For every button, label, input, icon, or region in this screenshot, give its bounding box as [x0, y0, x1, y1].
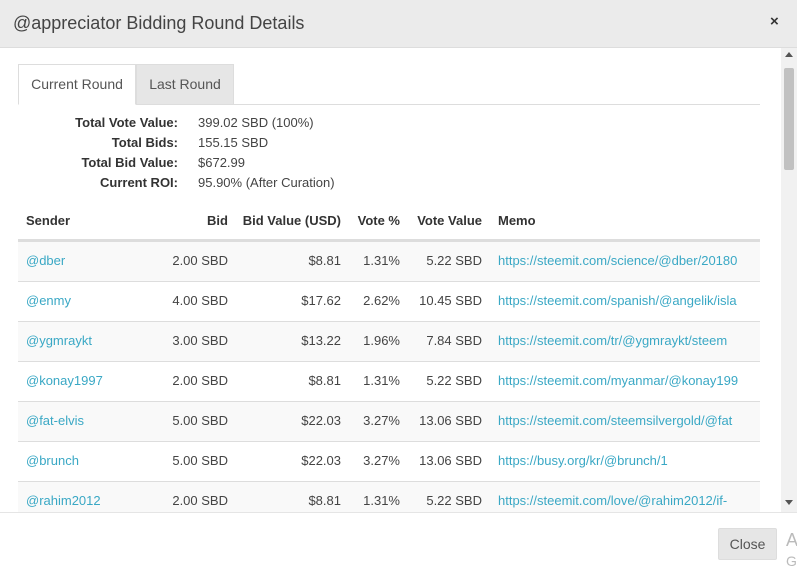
modal-title: @appreciator Bidding Round Details: [13, 13, 305, 33]
scroll-up-icon[interactable]: [785, 52, 793, 57]
vote-value-cell: 13.06 SBD: [419, 413, 482, 428]
bid-cell: 2.00 SBD: [172, 253, 228, 268]
sender-link[interactable]: @enmy: [26, 293, 71, 308]
close-icon[interactable]: ×: [770, 13, 779, 30]
summary-row: Total Bids: 155.15 SBD: [0, 135, 400, 155]
summary-value: 95.90% (After Curation): [198, 175, 335, 190]
table-row: @dber 2.00 SBD $8.81 1.31% 5.22 SBD https://s…: [18, 241, 760, 281]
vote-value-cell: 10.45 SBD: [419, 293, 482, 308]
sender-link[interactable]: @brunch: [26, 453, 79, 468]
summary-value: 155.15 SBD: [198, 135, 269, 150]
tab-current-round[interactable]: Current Round: [18, 64, 136, 105]
sender-link[interactable]: @ygmraykt: [26, 333, 92, 348]
bid-value-cell: $8.81: [308, 253, 341, 268]
memo-link[interactable]: https://busy.org/kr/@brunch/1: [498, 453, 668, 468]
edge-text-fragment: A: [786, 530, 797, 550]
bid-cell: 3.00 SBD: [172, 333, 228, 348]
vote-value-cell: 7.84 SBD: [426, 333, 482, 348]
close-button[interactable]: Close: [718, 528, 777, 560]
table-row: @konay1997 2.00 SBD $8.81 1.31% 5.22 SBD http…: [18, 361, 760, 401]
vote-value-cell: 5.22 SBD: [426, 253, 482, 268]
summary-value: $672.99: [198, 155, 245, 170]
vote-pct-cell: 1.31%: [363, 253, 400, 268]
bid-cell: 5.00 SBD: [172, 453, 228, 468]
vote-pct-cell: 1.96%: [363, 333, 400, 348]
scrollbar-thumb[interactable]: [784, 68, 794, 170]
modal-body: Current Round Last Round Total Vote Valu…: [0, 48, 781, 512]
column-header-memo: Memo: [498, 213, 536, 228]
vote-pct-cell: 1.31%: [363, 373, 400, 388]
table-row: @ygmraykt 3.00 SBD $13.22 1.96% 7.84 SBD http…: [18, 321, 760, 361]
sender-link[interactable]: @dber: [26, 253, 66, 268]
modal-header: @appreciator Bidding Round Details ×: [0, 0, 797, 48]
column-header-vote-value: Vote Value: [417, 213, 482, 228]
table-header: Sender Bid Bid Value (USD) Vote % Vote V…: [18, 201, 760, 241]
bid-value-cell: $22.03: [301, 413, 341, 428]
table-row: @brunch 5.00 SBD $22.03 3.27% 13.06 SBD https…: [18, 441, 760, 481]
table-row: @fat-elvis 5.00 SBD $22.03 3.27% 13.06 SBD ht…: [18, 401, 760, 441]
memo-link[interactable]: https://steemit.com/spanish/@angelik/isl…: [498, 293, 737, 308]
summary-row: Total Vote Value: 399.02 SBD (100%): [0, 115, 400, 135]
summary-value: 399.02 SBD (100%): [198, 115, 314, 130]
column-header-vote-pct: Vote %: [357, 213, 400, 228]
summary-label: Total Vote Value:: [75, 115, 178, 130]
table-row: @rahim2012 2.00 SBD $8.81 1.31% 5.22 SBD http…: [18, 481, 760, 512]
vote-value-cell: 13.06 SBD: [419, 453, 482, 468]
memo-link[interactable]: https://steemit.com/science/@dber/20180: [498, 253, 738, 268]
vote-value-cell: 5.22 SBD: [426, 493, 482, 508]
sender-link[interactable]: @rahim2012: [26, 493, 101, 508]
vote-pct-cell: 3.27%: [363, 453, 400, 468]
vertical-scrollbar[interactable]: [781, 48, 797, 512]
vote-pct-cell: 2.62%: [363, 293, 400, 308]
modal-footer: Close A G: [0, 512, 797, 575]
bid-cell: 2.00 SBD: [172, 493, 228, 508]
sender-link[interactable]: @konay1997: [26, 373, 103, 388]
summary-row: Total Bid Value: $672.99: [0, 155, 400, 175]
memo-link[interactable]: https://steemit.com/myanmar/@konay199: [498, 373, 739, 388]
column-header-sender: Sender: [26, 213, 71, 228]
bid-cell: 4.00 SBD: [172, 293, 228, 308]
summary-row: Current ROI: 95.90% (After Curation): [0, 175, 400, 195]
round-tabs: Current Round Last Round: [18, 64, 760, 105]
column-header-bid-value: Bid Value (USD): [242, 213, 341, 228]
bid-cell: 2.00 SBD: [172, 373, 228, 388]
bid-value-cell: $8.81: [308, 493, 341, 508]
bid-value-cell: $22.03: [301, 453, 341, 468]
table-row: @enmy 4.00 SBD $17.62 2.62% 10.45 SBD https:/…: [18, 281, 760, 321]
vote-pct-cell: 1.31%: [363, 493, 400, 508]
bid-value-cell: $8.81: [308, 373, 341, 388]
tab-last-round[interactable]: Last Round: [136, 64, 234, 105]
memo-link[interactable]: https://steemit.com/tr/@ygmraykt/steem: [498, 333, 728, 348]
summary-label: Current ROI:: [100, 175, 178, 190]
bid-value-cell: $17.62: [301, 293, 341, 308]
memo-link[interactable]: https://steemit.com/love/@rahim2012/if-: [498, 493, 728, 508]
edge-text-fragment: G: [786, 553, 797, 569]
memo-link[interactable]: https://steemit.com/steemsilvergold/@fat: [498, 413, 733, 428]
vote-pct-cell: 3.27%: [363, 413, 400, 428]
column-header-bid: Bid: [207, 213, 228, 228]
summary-label: Total Bids:: [111, 135, 178, 150]
sender-link[interactable]: @fat-elvis: [26, 413, 84, 428]
scroll-down-icon[interactable]: [785, 500, 793, 505]
bid-value-cell: $13.22: [301, 333, 341, 348]
vote-value-cell: 5.22 SBD: [426, 373, 482, 388]
bid-cell: 5.00 SBD: [172, 413, 228, 428]
summary-label: Total Bid Value:: [81, 155, 178, 170]
